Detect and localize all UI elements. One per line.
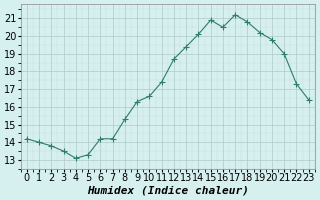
X-axis label: Humidex (Indice chaleur): Humidex (Indice chaleur) <box>87 186 249 196</box>
